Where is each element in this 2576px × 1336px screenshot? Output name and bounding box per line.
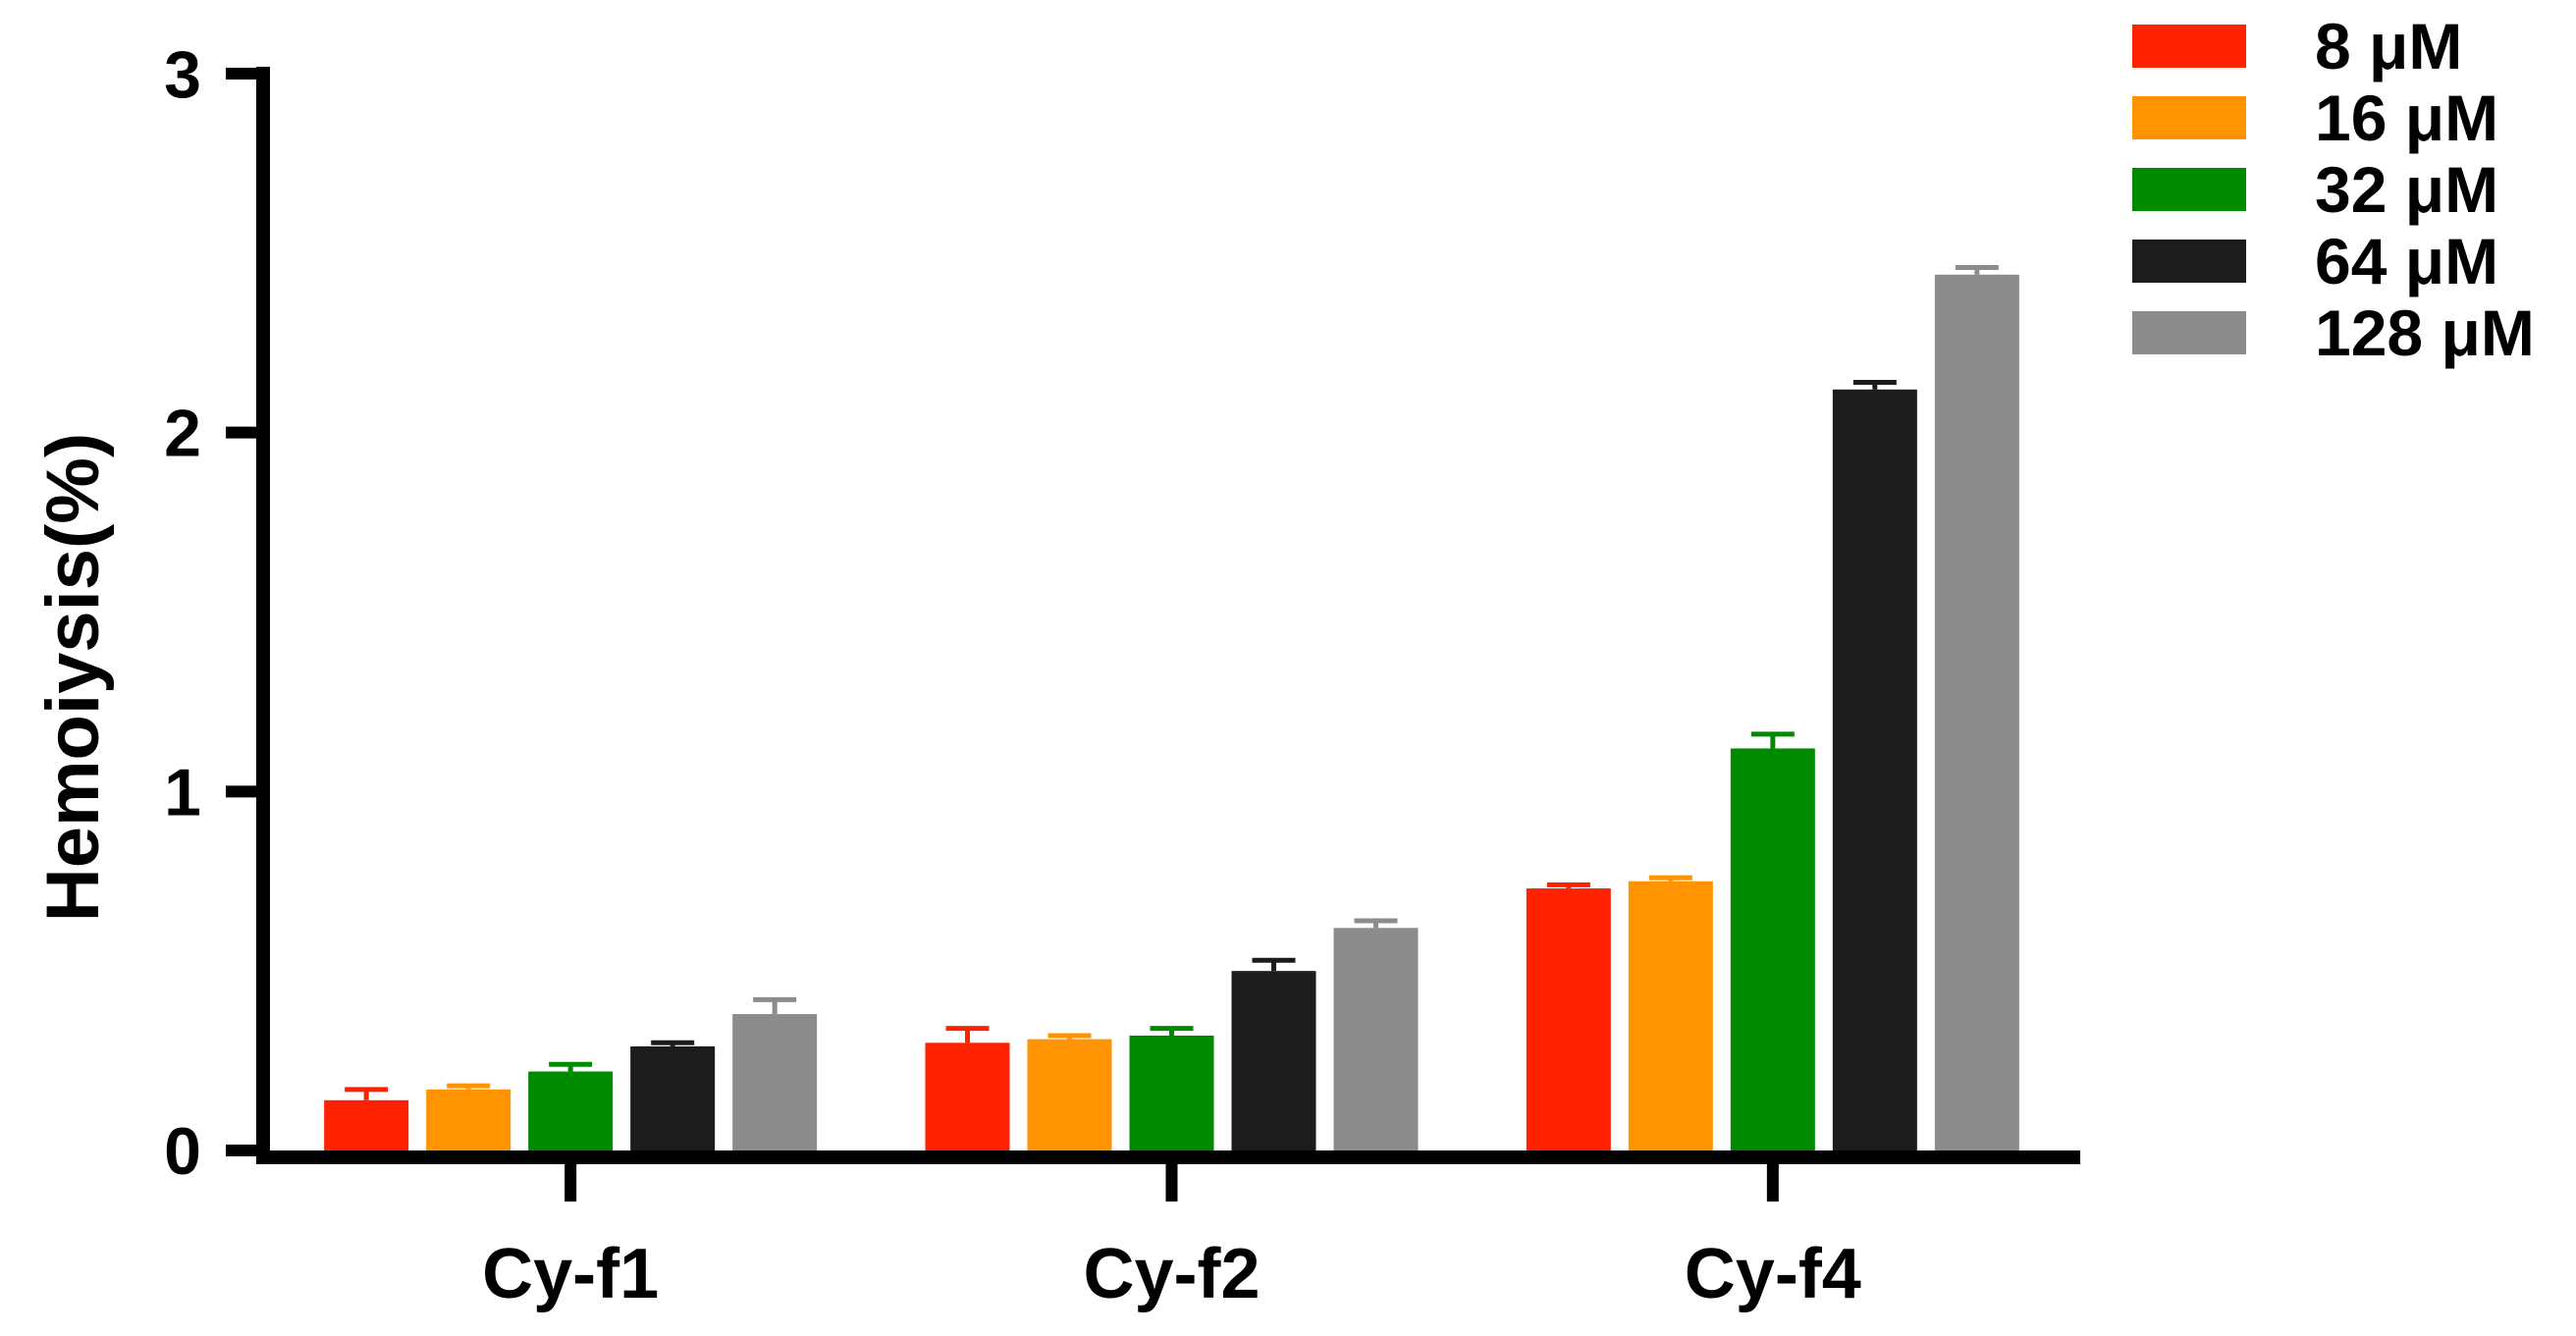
- bar: [630, 1045, 716, 1150]
- y-tick-label: 3: [164, 37, 201, 112]
- bar: [1628, 881, 1713, 1150]
- bars-layer: [324, 264, 2019, 1151]
- legend-label: 64 μM: [2315, 225, 2498, 297]
- legend-label: 128 μM: [2315, 296, 2535, 369]
- bar: [1231, 971, 1316, 1150]
- bar: [1934, 274, 2019, 1151]
- bar: [1333, 928, 1419, 1150]
- y-tick-label: 2: [164, 397, 201, 471]
- x-tick-label: Cy-f2: [1083, 1235, 1260, 1313]
- x-ticks: Cy-f1 Cy-f2 Cy-f4: [482, 1157, 1861, 1313]
- bar: [1129, 1035, 1214, 1150]
- legend-label: 32 μM: [2315, 153, 2498, 226]
- y-axis-label: Hemoiysis(%): [31, 433, 115, 922]
- x-tick-label: Cy-f4: [1685, 1235, 1861, 1313]
- y-tick-label: 1: [164, 755, 201, 829]
- bar: [925, 1042, 1010, 1150]
- bar: [1730, 748, 1815, 1150]
- legend-swatch: [2132, 96, 2246, 139]
- legend-swatch: [2132, 168, 2246, 211]
- bar: [1526, 888, 1611, 1150]
- y-tick-label: 0: [164, 1114, 201, 1189]
- legend-label: 8 μM: [2315, 10, 2462, 82]
- bar: [324, 1099, 409, 1150]
- bar: [732, 1014, 818, 1150]
- bar: [528, 1071, 614, 1150]
- bar: [426, 1089, 511, 1150]
- legend-swatch: [2132, 25, 2246, 68]
- legend-label: 16 μM: [2315, 81, 2498, 154]
- bar: [1027, 1039, 1112, 1150]
- x-tick-label: Cy-f1: [482, 1235, 659, 1313]
- legend-swatch: [2132, 311, 2246, 354]
- bar: [1832, 389, 1917, 1151]
- legend-swatch: [2132, 240, 2246, 283]
- y-ticks: 0 1 2 3: [164, 37, 263, 1189]
